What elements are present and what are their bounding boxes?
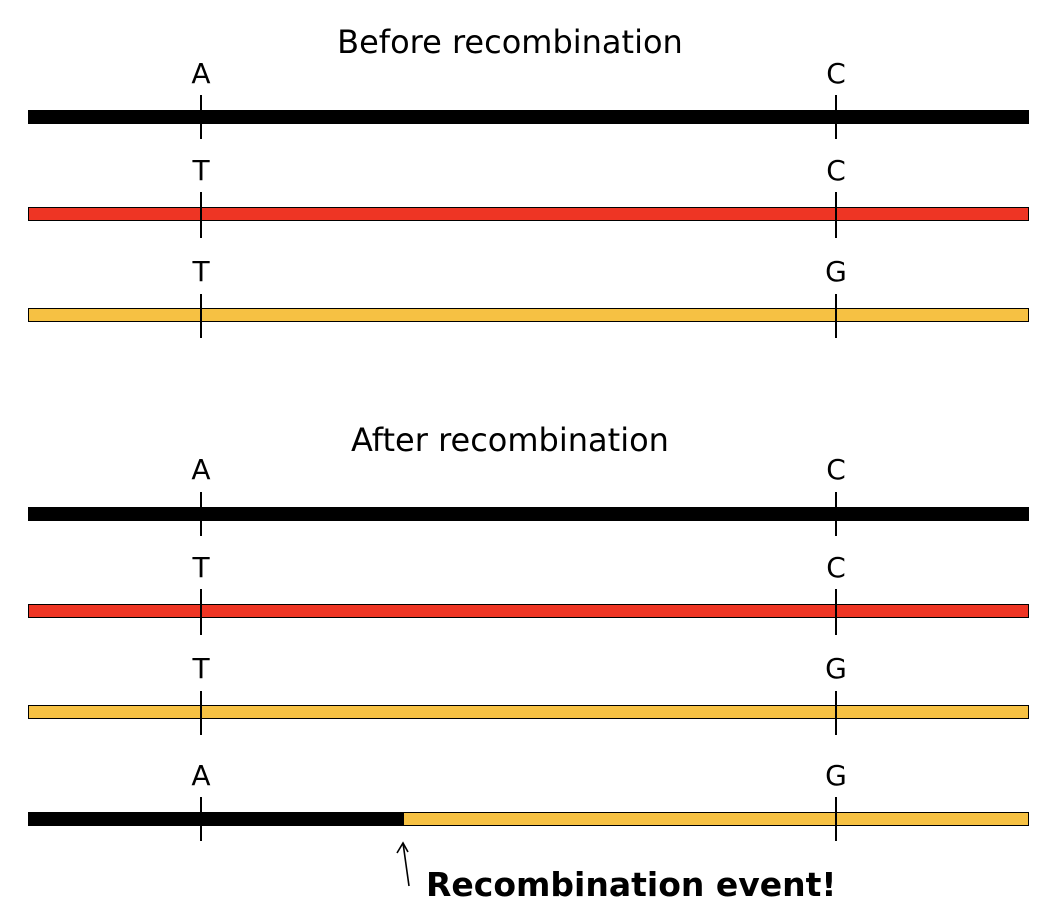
locus-tick-right	[835, 192, 837, 238]
locus-tick-left	[200, 95, 202, 139]
haplotype-bar-yellow	[28, 308, 1029, 322]
recombinant-segment-black	[28, 812, 404, 826]
locus-tick-right	[835, 691, 837, 735]
haplotype-bar-black	[28, 507, 1029, 521]
allele-left-label: T	[192, 551, 210, 584]
recombination-event-label: Recombination event!	[426, 865, 837, 904]
allele-left-label: A	[191, 759, 211, 792]
haplotype-bar-red	[28, 604, 1029, 618]
allele-right-label: C	[826, 57, 846, 90]
haplotype-bar-red	[28, 207, 1029, 221]
recombinant-segment-yellow	[403, 812, 1029, 826]
allele-right-label: C	[826, 551, 846, 584]
locus-tick-left	[200, 691, 202, 735]
locus-tick-left	[200, 192, 202, 238]
allele-left-label: A	[191, 57, 211, 90]
locus-tick-left	[200, 294, 202, 338]
locus-tick-left	[200, 589, 202, 635]
allele-right-label: G	[825, 759, 847, 792]
locus-tick-right	[835, 95, 837, 139]
haplotype-bar-black	[28, 110, 1029, 124]
allele-left-label: T	[192, 154, 210, 187]
locus-tick-right	[835, 294, 837, 338]
allele-right-label: C	[826, 154, 846, 187]
allele-right-label: G	[825, 255, 847, 288]
allele-left-label: T	[192, 652, 210, 685]
locus-tick-left	[200, 797, 202, 841]
locus-tick-right	[835, 797, 837, 841]
locus-tick-left	[200, 492, 202, 536]
haplotype-bar-yellow	[28, 705, 1029, 719]
allele-right-label: G	[825, 652, 847, 685]
recombination-arrow-icon	[396, 841, 410, 887]
allele-right-label: C	[826, 453, 846, 486]
allele-left-label: T	[192, 255, 210, 288]
allele-left-label: A	[191, 453, 211, 486]
before-title: Before recombination	[337, 23, 683, 61]
locus-tick-right	[835, 589, 837, 635]
after-title: After recombination	[351, 421, 669, 459]
locus-tick-right	[835, 492, 837, 536]
